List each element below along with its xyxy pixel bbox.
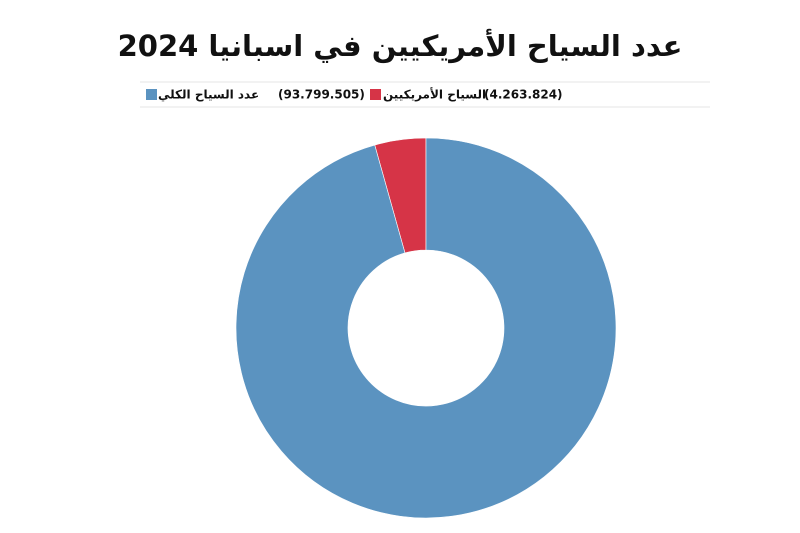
legend-swatch [146,89,157,100]
legend-swatch [370,89,381,100]
legend-value: (4.263.824) [484,88,563,102]
legend-value: (93.799.505) [278,88,365,102]
donut-slice [235,137,617,519]
legend-label: السياح الأمريكيين [383,87,486,102]
chart-title: عدد السياح الأمريكيين في اسبانيا 2024 [118,28,683,63]
legend-label: عدد السياح الكلي [158,88,259,102]
